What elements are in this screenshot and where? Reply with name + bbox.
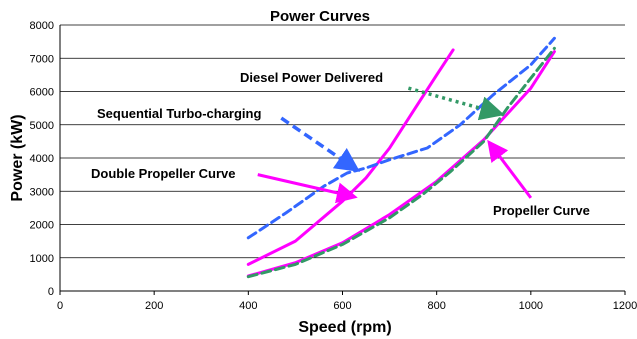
x-tick-label: 0	[57, 300, 63, 312]
annotations: Diesel Power Delivered Sequential Turbo-c…	[91, 70, 590, 218]
x-tick-label: 200	[145, 300, 163, 312]
y-axis-label: Power (kW)	[9, 114, 26, 201]
y-tick-label: 7000	[30, 53, 54, 65]
y-tick-label: 1000	[30, 253, 54, 265]
series-line-2	[246, 46, 556, 279]
sequential-turbo-charging-arrow	[280, 116, 361, 172]
x-tick-label: 400	[239, 300, 257, 312]
double-propeller-curve-label: Double Propeller Curve	[91, 166, 235, 181]
gridlines	[60, 24, 625, 259]
series-line-3	[246, 36, 556, 240]
y-tick-label: 3000	[30, 186, 54, 198]
propeller-curve-label: Propeller Curve	[493, 203, 590, 218]
x-tick-label: 1000	[519, 300, 543, 312]
series-line-1	[246, 48, 455, 266]
y-tick-label: 4000	[30, 153, 54, 165]
y-tick-label: 0	[48, 286, 54, 298]
sequential-turbo-charging-label: Sequential Turbo-charging	[97, 106, 261, 121]
double-propeller-curve-arrow	[257, 173, 358, 204]
y-tick-label: 5000	[30, 120, 54, 132]
propeller-curve-arrow	[487, 139, 533, 199]
x-axis-label: Speed (rpm)	[298, 319, 391, 336]
x-tick-labels: 0 200 400 600 800 1000 1200	[57, 291, 637, 312]
x-tick-label: 1200	[613, 300, 637, 312]
series-lines	[246, 36, 556, 279]
chart-title: Power Curves	[270, 8, 370, 25]
x-tick-label: 600	[333, 300, 351, 312]
x-tick-label: 800	[427, 300, 445, 312]
diesel-power-delivered-label: Diesel Power Delivered	[240, 70, 383, 85]
y-tick-label: 8000	[30, 20, 54, 32]
diesel-power-delivered-arrow	[407, 86, 505, 121]
y-tick-label: 6000	[30, 87, 54, 99]
y-tick-label: 2000	[30, 220, 54, 232]
y-tick-labels: 0 1000 2000 3000 4000 5000 6000 7000 8000	[30, 20, 54, 298]
series-line-0	[246, 50, 556, 278]
